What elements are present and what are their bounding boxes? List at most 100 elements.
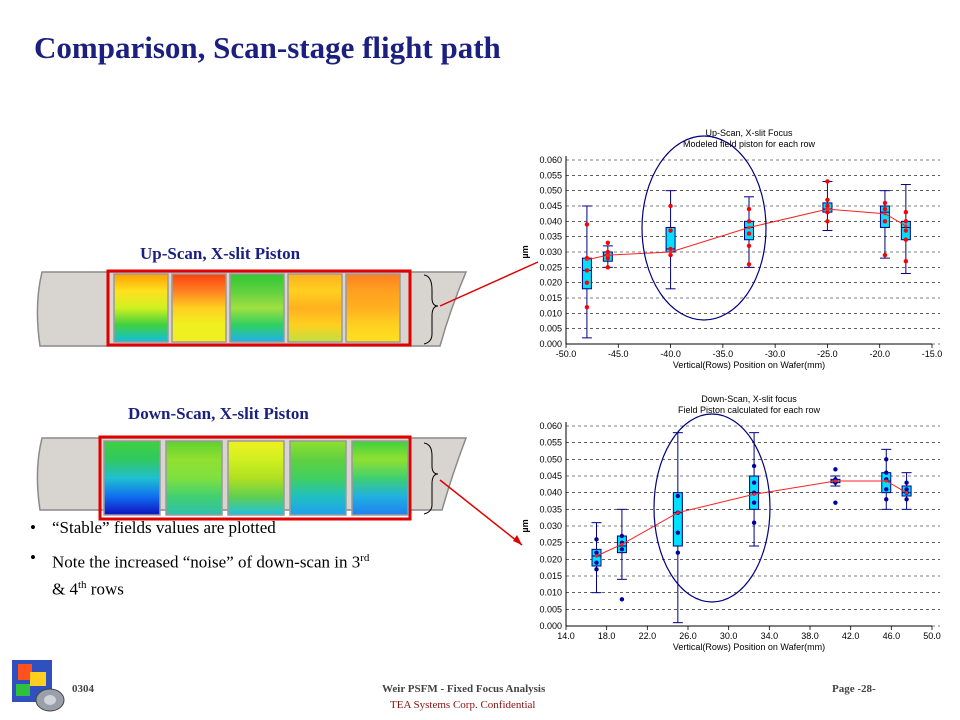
data-point: [594, 537, 599, 542]
downscan-highlight-box: [98, 435, 412, 521]
chart-title: Up-Scan, X-slit Focus: [705, 128, 793, 138]
data-point: [904, 497, 909, 502]
x-tick-label: 26.0: [679, 631, 697, 641]
data-point: [605, 265, 611, 270]
box: [672, 492, 683, 547]
data-point: [884, 487, 889, 492]
footer-confidential: TEA Systems Corp. Confidential: [390, 699, 536, 711]
trend-point: [676, 511, 680, 515]
trend-point: [606, 253, 610, 257]
trend-point: [585, 258, 589, 262]
data-point: [825, 209, 830, 215]
trend-point: [825, 207, 830, 211]
bullet-text: “Stable” fields values are plotted: [52, 518, 276, 537]
y-tick-label: 0.020: [539, 554, 562, 564]
data-point: [882, 219, 888, 224]
data-point: [619, 547, 625, 552]
chart-subtitle: Field Piston calculated for each row: [678, 405, 821, 415]
upscan-field-panel: [229, 273, 285, 343]
data-point: [746, 243, 752, 249]
x-tick-label: -50.0: [556, 349, 577, 359]
trend-point: [620, 542, 624, 546]
x-tick-label: -40.0: [660, 349, 681, 359]
y-tick-label: 0.000: [539, 339, 562, 349]
x-tick-label: -20.0: [869, 349, 890, 359]
footer-page-number: Page -28-: [832, 683, 876, 695]
x-tick-label: 42.0: [842, 631, 860, 641]
upscan-brace: [423, 274, 439, 345]
x-tick-label: 14.0: [557, 631, 575, 641]
data-point: [903, 259, 909, 264]
data-point: [584, 268, 590, 273]
data-point: [594, 567, 599, 572]
box: [744, 220, 754, 241]
data-point: [884, 470, 889, 475]
data-point: [882, 200, 888, 206]
trend-point: [904, 224, 908, 228]
trend-point: [883, 212, 887, 216]
data-point: [833, 500, 838, 505]
data-point: [746, 206, 752, 212]
bullet-list: • “Stable” fields values are plotted • N…: [30, 517, 500, 608]
footer-date: 0304: [72, 683, 94, 695]
upscan-field-panel: [287, 273, 343, 343]
data-point: [675, 493, 681, 499]
y-tick-label: 0.025: [539, 262, 562, 272]
y-tick-label: 0.060: [539, 155, 562, 165]
data-point: [825, 179, 830, 184]
y-tick-label: 0.000: [539, 621, 562, 631]
data-point: [825, 219, 830, 224]
box: [591, 548, 602, 567]
downscan-arrow: [439, 479, 523, 546]
highlight-ellipse: [641, 135, 767, 321]
y-tick-label: 0.020: [539, 278, 562, 288]
data-point: [882, 252, 888, 258]
x-tick-label: 22.0: [639, 631, 657, 641]
data-point: [605, 240, 611, 245]
data-point: [668, 228, 673, 233]
upscan-field-panel: [345, 273, 401, 343]
y-tick-label: 0.030: [539, 521, 562, 531]
upscan-wafer: [36, 261, 539, 347]
page-title: Comparison, Scan-stage flight path: [34, 30, 501, 65]
data-point: [675, 530, 681, 535]
data-point: [746, 231, 752, 236]
company-logo: [12, 660, 65, 712]
x-tick-label: 38.0: [801, 631, 819, 641]
downscan-wafer: [36, 435, 523, 546]
data-point: [904, 487, 909, 492]
bullet-dot: •: [30, 548, 36, 567]
downscan-brace: [423, 442, 439, 515]
data-point: [884, 457, 889, 462]
trend-point: [833, 479, 838, 483]
y-tick-label: 0.005: [539, 604, 562, 614]
data-point: [825, 203, 830, 209]
x-tick-label: 50.0: [923, 631, 941, 641]
downscan-field-panel: [227, 440, 285, 516]
data-point: [903, 237, 909, 242]
y-tick-label: 0.015: [539, 293, 562, 303]
x-tick-label: -25.0: [817, 349, 838, 359]
y-tick-label: 0.015: [539, 571, 562, 581]
x-tick-label: -35.0: [713, 349, 734, 359]
x-tick-label: 34.0: [761, 631, 779, 641]
downscan-label: Down-Scan, X-slit Piston: [128, 404, 309, 423]
upscan-field-panel: [113, 273, 169, 343]
data-point: [668, 203, 673, 209]
y-tick-label: 0.025: [539, 538, 562, 548]
data-point: [746, 262, 752, 267]
x-tick-label: -15.0: [922, 349, 943, 359]
data-point: [751, 500, 757, 505]
footer-title: Weir PSFM - Fixed Focus Analysis: [382, 683, 546, 695]
upscan-arrow: [439, 261, 539, 307]
y-tick-label: 0.050: [539, 454, 562, 464]
y-tick-label: 0.010: [539, 308, 562, 318]
data-point: [903, 219, 909, 224]
data-point: [904, 480, 909, 485]
downscan-field-panel: [351, 440, 409, 516]
y-tick-label: 0.030: [539, 247, 562, 257]
y-tick-label: 0.045: [539, 201, 562, 211]
